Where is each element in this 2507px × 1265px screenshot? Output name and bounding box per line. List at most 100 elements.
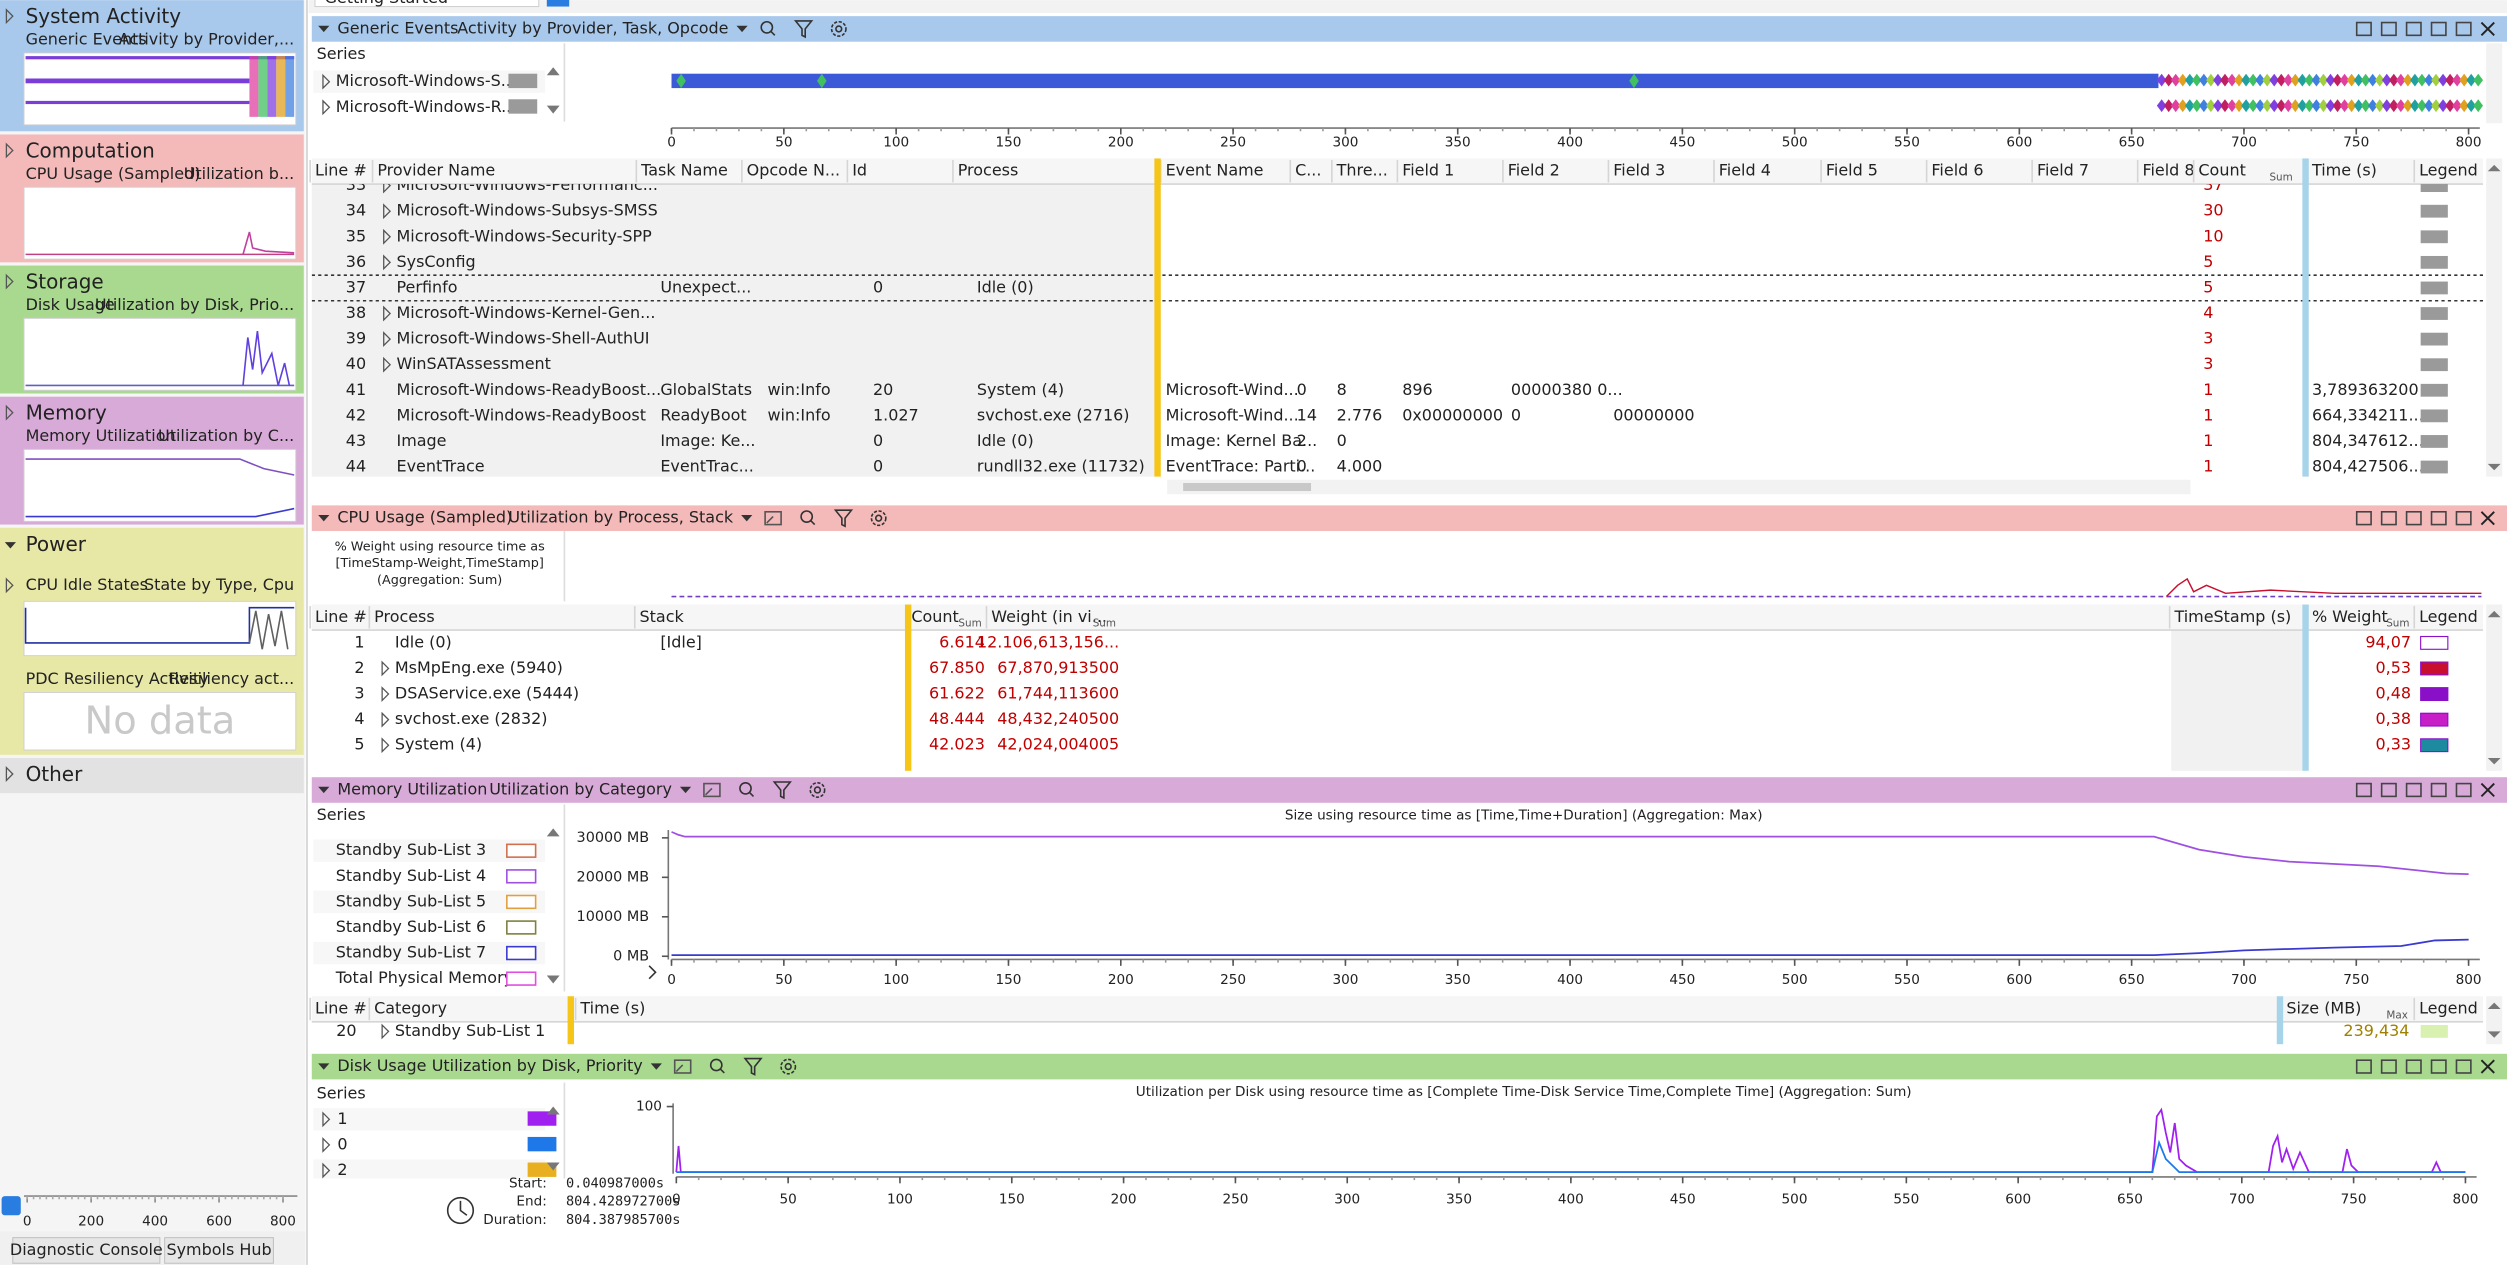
graph-preset[interactable]: State by Type, Cpu xyxy=(144,575,294,594)
column-header[interactable]: Field 6 xyxy=(1931,161,1983,180)
toolbar-icon[interactable] xyxy=(2380,21,2397,37)
panel-title[interactable]: CPU Usage (Sampled) xyxy=(337,508,512,527)
group-name[interactable]: Power xyxy=(26,532,87,556)
graph-title[interactable]: Memory Utilization xyxy=(26,426,176,445)
expand-arrow[interactable] xyxy=(5,766,14,782)
series-name[interactable]: Standby Sub-List 6 xyxy=(336,917,486,936)
footer-button-label[interactable]: Symbols Hub xyxy=(166,1240,271,1259)
column-header[interactable]: Thre... xyxy=(1336,161,1388,180)
graph-title[interactable]: Disk Usage xyxy=(26,295,115,314)
group-name[interactable]: System Activity xyxy=(26,4,182,28)
panel-title[interactable]: Disk Usage xyxy=(337,1056,426,1075)
scroll-up[interactable] xyxy=(2487,164,2501,172)
toolbar-icon[interactable] xyxy=(2355,1059,2372,1074)
expand-arrow[interactable] xyxy=(383,254,392,271)
group-name[interactable]: Memory xyxy=(26,401,107,425)
expand-arrow[interactable] xyxy=(381,1023,390,1040)
toolbar-icon[interactable] xyxy=(2455,782,2472,798)
scroll-up[interactable] xyxy=(546,828,560,837)
collapse-arrow[interactable] xyxy=(679,786,692,794)
toolbar-icon[interactable] xyxy=(2480,1059,2495,1074)
collapse-arrow[interactable] xyxy=(318,25,330,33)
toolbar-icon[interactable] xyxy=(2430,21,2447,37)
graph-preset[interactable]: Activity by Provider,... xyxy=(119,30,295,49)
series-name[interactable]: Microsoft-Windows-R... xyxy=(336,97,517,116)
series-name[interactable]: 2 xyxy=(337,1160,347,1179)
scroll-down[interactable] xyxy=(546,105,560,114)
expand-arrow[interactable] xyxy=(381,737,390,754)
column-header[interactable]: Field 4 xyxy=(1719,161,1771,180)
graph-preset[interactable]: Utilization by C... xyxy=(158,426,294,445)
expand-arrow[interactable] xyxy=(383,228,392,245)
preset-selector[interactable]: Utilization by Disk, Priority xyxy=(432,1056,643,1075)
scroll-up[interactable] xyxy=(2487,1002,2501,1010)
expand-arrow[interactable] xyxy=(322,73,331,90)
toolbar-icon[interactable] xyxy=(764,510,782,526)
scroll-up[interactable] xyxy=(546,1106,560,1115)
graph-preset[interactable]: Resiliency act... xyxy=(169,669,294,688)
toolbar-icon[interactable] xyxy=(2405,21,2422,37)
graph-title[interactable]: PDC Resiliency Activity xyxy=(26,669,209,688)
scroll-arrow[interactable] xyxy=(648,965,657,980)
toolbar-icon[interactable] xyxy=(2455,1059,2472,1074)
column-header[interactable]: Legend xyxy=(2419,607,2478,626)
toolbar-icon[interactable] xyxy=(2405,782,2422,798)
toolbar-icon[interactable] xyxy=(2380,782,2397,798)
expand-arrow[interactable] xyxy=(322,1111,331,1128)
toolbar-icon[interactable] xyxy=(2380,510,2397,526)
series-name[interactable]: 0 xyxy=(337,1134,347,1153)
scroll-down[interactable] xyxy=(2487,463,2501,471)
toolbar-icon[interactable] xyxy=(833,509,854,528)
preset-selector[interactable]: Utilization by Category xyxy=(489,779,672,798)
column-header[interactable]: Field 3 xyxy=(1613,161,1665,180)
column-header[interactable]: C... xyxy=(1295,161,1321,180)
collapse-arrow[interactable] xyxy=(318,514,330,522)
column-header[interactable]: Time (s) xyxy=(2311,161,2377,180)
graph-title[interactable]: CPU Idle States xyxy=(26,575,148,594)
toolbar-icon[interactable] xyxy=(809,781,826,798)
column-header[interactable]: Task Name xyxy=(640,161,728,180)
toolbar-icon[interactable] xyxy=(739,781,755,797)
column-header[interactable]: Count xyxy=(2198,161,2245,180)
expand-arrow[interactable] xyxy=(5,273,14,290)
column-header[interactable]: Line # xyxy=(315,161,367,180)
column-header[interactable]: Event Name xyxy=(1166,161,1264,180)
series-name[interactable]: 1 xyxy=(337,1109,347,1128)
group-name[interactable]: Other xyxy=(26,762,83,786)
scroll-down[interactable] xyxy=(2487,1031,2501,1038)
expand-arrow[interactable] xyxy=(322,99,331,116)
collapse-arrow[interactable] xyxy=(318,786,330,794)
graph-title[interactable]: CPU Usage (Sampled) xyxy=(26,164,201,183)
tab-label[interactable]: Getting Started xyxy=(325,0,448,7)
toolbar-icon[interactable] xyxy=(2430,782,2447,798)
toolbar-icon[interactable] xyxy=(830,20,847,37)
column-header[interactable]: Field 7 xyxy=(2037,161,2089,180)
column-header[interactable]: Process xyxy=(374,607,435,626)
footer-button-label[interactable]: Diagnostic Console xyxy=(10,1240,163,1259)
toolbar-icon[interactable] xyxy=(772,781,792,800)
column-header[interactable]: Time (s) xyxy=(579,999,645,1018)
series-name[interactable]: Standby Sub-List 3 xyxy=(336,840,486,859)
expand-arrow[interactable] xyxy=(5,8,14,25)
expand-arrow[interactable] xyxy=(381,711,390,728)
toolbar-icon[interactable] xyxy=(2480,511,2495,526)
series-name[interactable]: Microsoft-Windows-S... xyxy=(336,71,516,90)
collapse-arrow[interactable] xyxy=(736,25,748,33)
series-name[interactable]: Standby Sub-List 5 xyxy=(336,891,486,910)
scroll-down[interactable] xyxy=(546,1162,560,1171)
expand-arrow[interactable] xyxy=(383,179,392,194)
column-header[interactable]: Legend xyxy=(2419,161,2478,180)
toolbar-icon[interactable] xyxy=(2480,21,2495,37)
expand-arrow[interactable] xyxy=(383,331,392,348)
toolbar-icon[interactable] xyxy=(2480,782,2495,798)
toolbar-icon[interactable] xyxy=(2405,510,2422,526)
column-header[interactable]: Process xyxy=(958,161,1019,180)
panel-title[interactable]: Generic Events xyxy=(337,18,458,37)
column-header[interactable]: Provider Name xyxy=(377,161,495,180)
preset-selector[interactable]: Activity by Provider, Task, Opcode xyxy=(457,18,728,37)
toolbar-icon[interactable] xyxy=(760,20,776,36)
graph-preset[interactable]: Utilization b... xyxy=(184,164,294,183)
expand-arrow[interactable] xyxy=(322,1162,331,1179)
column-header[interactable]: Field 5 xyxy=(1826,161,1878,180)
clock-icon[interactable] xyxy=(446,1196,475,1225)
